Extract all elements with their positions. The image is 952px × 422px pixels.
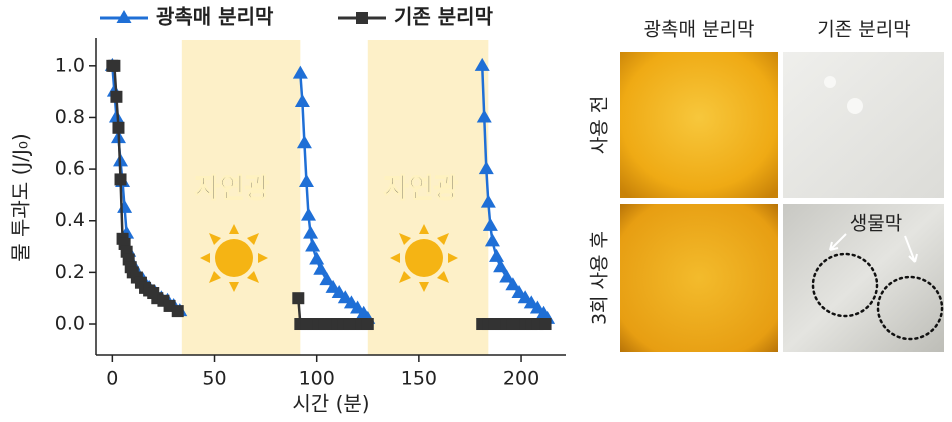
x-tick-label: 50 <box>202 368 226 390</box>
x-axis-label: 시간 (분) <box>292 392 369 416</box>
shaded-region <box>181 40 301 355</box>
photo <box>783 52 944 198</box>
biofilm-circle <box>876 275 944 341</box>
data-point <box>313 261 329 275</box>
region-label: 자연광 <box>384 174 459 205</box>
photo <box>620 52 778 198</box>
data-point <box>292 65 308 79</box>
y-tick-label: 1.0 <box>55 54 85 76</box>
data-point <box>171 305 184 318</box>
column-header: 광촉매 분리막 <box>644 19 755 41</box>
legend-label: 기존 분리막 <box>394 5 494 29</box>
data-point <box>110 90 123 103</box>
data-point <box>493 259 509 273</box>
x-tick-label: 200 <box>503 368 539 390</box>
data-point <box>108 59 121 72</box>
legend-marker <box>116 10 132 23</box>
y-axis-label: 물 투과도 (J/J₀) <box>9 133 33 261</box>
shaded-region <box>367 40 489 355</box>
data-point <box>122 253 135 266</box>
column-header: 기존 분리막 <box>817 19 910 41</box>
data-point <box>305 238 321 252</box>
data-point <box>505 277 521 291</box>
data-point <box>539 318 552 331</box>
data-point <box>294 93 310 107</box>
plot: 0.0 0.2 0.4 0.6 0.8 1.0 0 50 100 150 200 시간 (분) 물 투과… <box>9 5 566 416</box>
row-label: 사용 전 <box>589 96 611 154</box>
data-point <box>309 251 325 265</box>
legend-marker <box>356 12 368 24</box>
x-tick-label: 0 <box>106 368 118 390</box>
data-point <box>489 248 505 262</box>
photo <box>620 204 778 352</box>
x-tick-label: 150 <box>401 368 437 390</box>
annotation: 생물막 <box>850 213 902 235</box>
photo-detail <box>847 98 863 114</box>
data-point <box>361 318 374 331</box>
data-point <box>301 207 317 221</box>
arrow <box>904 235 918 263</box>
photo-detail <box>824 76 836 88</box>
region-label: 자연광 <box>195 174 270 205</box>
data-point <box>117 199 133 213</box>
sun-icon <box>390 224 458 292</box>
legend-label: 광촉매 분리막 <box>156 5 274 29</box>
sun-icon <box>200 224 268 292</box>
data-point <box>476 109 492 123</box>
data-point <box>480 194 496 208</box>
arrow <box>829 233 847 251</box>
x-tick-label: 100 <box>299 368 335 390</box>
data-point <box>112 121 125 134</box>
y-tick-label: 0.4 <box>55 209 85 231</box>
row-label: 3회 사용 후 <box>589 231 611 325</box>
data-point <box>499 269 515 283</box>
y-tick-label: 0.6 <box>55 158 85 180</box>
data-point <box>298 174 314 188</box>
data-point <box>478 161 494 175</box>
y-tick-label: 0.0 <box>55 313 85 335</box>
data-point <box>296 135 312 149</box>
photo-panel: 광촉매 분리막 기존 분리막 사용 전 3회 사용 후 생물막 <box>589 19 944 352</box>
data-point <box>114 173 127 186</box>
data-point <box>474 57 490 71</box>
biofilm-circle <box>811 252 879 318</box>
data-point <box>482 217 498 231</box>
data-point <box>292 292 305 305</box>
data-point <box>303 225 319 239</box>
data-point <box>484 233 500 247</box>
data-point <box>108 109 124 123</box>
y-tick-label: 0.2 <box>55 261 85 283</box>
y-tick-label: 0.8 <box>55 106 85 128</box>
data-point <box>319 272 335 286</box>
